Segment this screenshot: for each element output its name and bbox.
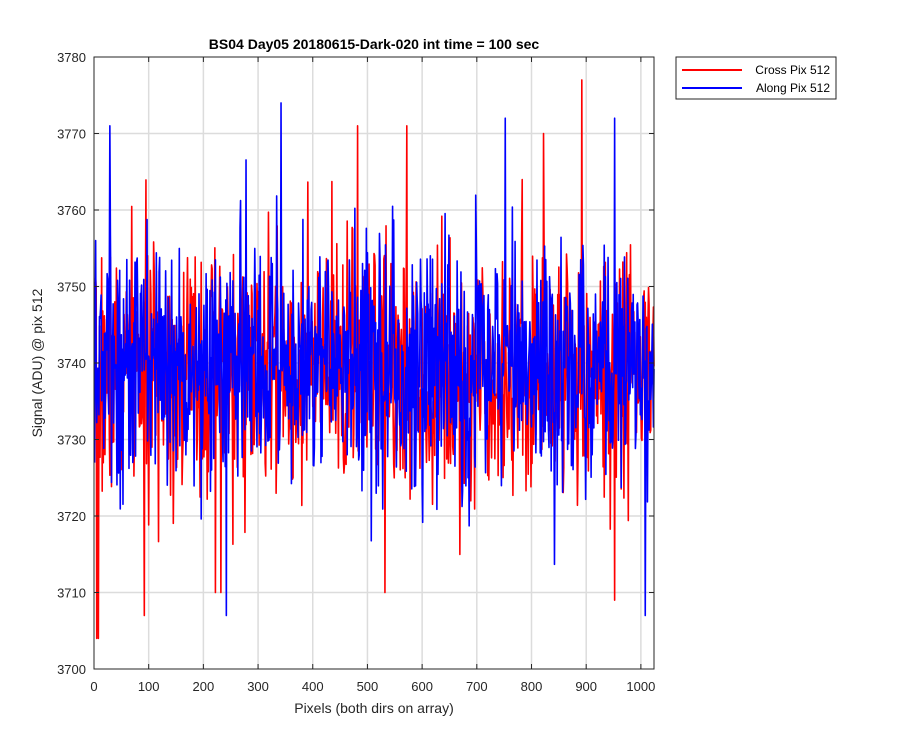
y-tick-label: 3770 xyxy=(57,127,86,142)
x-tick-label: 1000 xyxy=(626,679,655,694)
chart-title: BS04 Day05 20180615-Dark-020 int time = … xyxy=(209,36,540,52)
y-tick-label: 3740 xyxy=(57,356,86,371)
y-tick-label: 3730 xyxy=(57,433,86,448)
x-tick-label: 800 xyxy=(521,679,543,694)
y-tick-label: 3720 xyxy=(57,509,86,524)
x-tick-label: 600 xyxy=(411,679,433,694)
x-tick-label: 100 xyxy=(138,679,160,694)
x-tick-label: 0 xyxy=(90,679,97,694)
x-tick-label: 300 xyxy=(247,679,269,694)
axis-ticks: 0 100 200 300 400 500 600 700 800 900 1000 3700 3710… xyxy=(57,50,655,694)
x-tick-label: 500 xyxy=(357,679,379,694)
series-lines xyxy=(93,79,655,640)
legend-entry-cross: Cross Pix 512 xyxy=(755,63,830,77)
legend-entry-along: Along Pix 512 xyxy=(756,81,830,95)
y-axis-label: Signal (ADU) @ pix 512 xyxy=(29,288,45,437)
x-tick-label: 900 xyxy=(575,679,597,694)
legend: Cross Pix 512 Along Pix 512 xyxy=(675,56,837,100)
y-tick-label: 3710 xyxy=(57,586,86,601)
y-tick-label: 3750 xyxy=(57,280,86,295)
legend-box xyxy=(675,56,837,100)
y-tick-label: 3700 xyxy=(57,662,86,677)
series-line-along-pix-512 xyxy=(93,102,655,617)
x-tick-label: 200 xyxy=(193,679,215,694)
x-tick-label: 700 xyxy=(466,679,488,694)
y-tick-label: 3780 xyxy=(57,50,86,65)
x-tick-label: 400 xyxy=(302,679,324,694)
x-axis-label: Pixels (both dirs on array) xyxy=(294,700,454,716)
y-tick-label: 3760 xyxy=(57,203,86,218)
